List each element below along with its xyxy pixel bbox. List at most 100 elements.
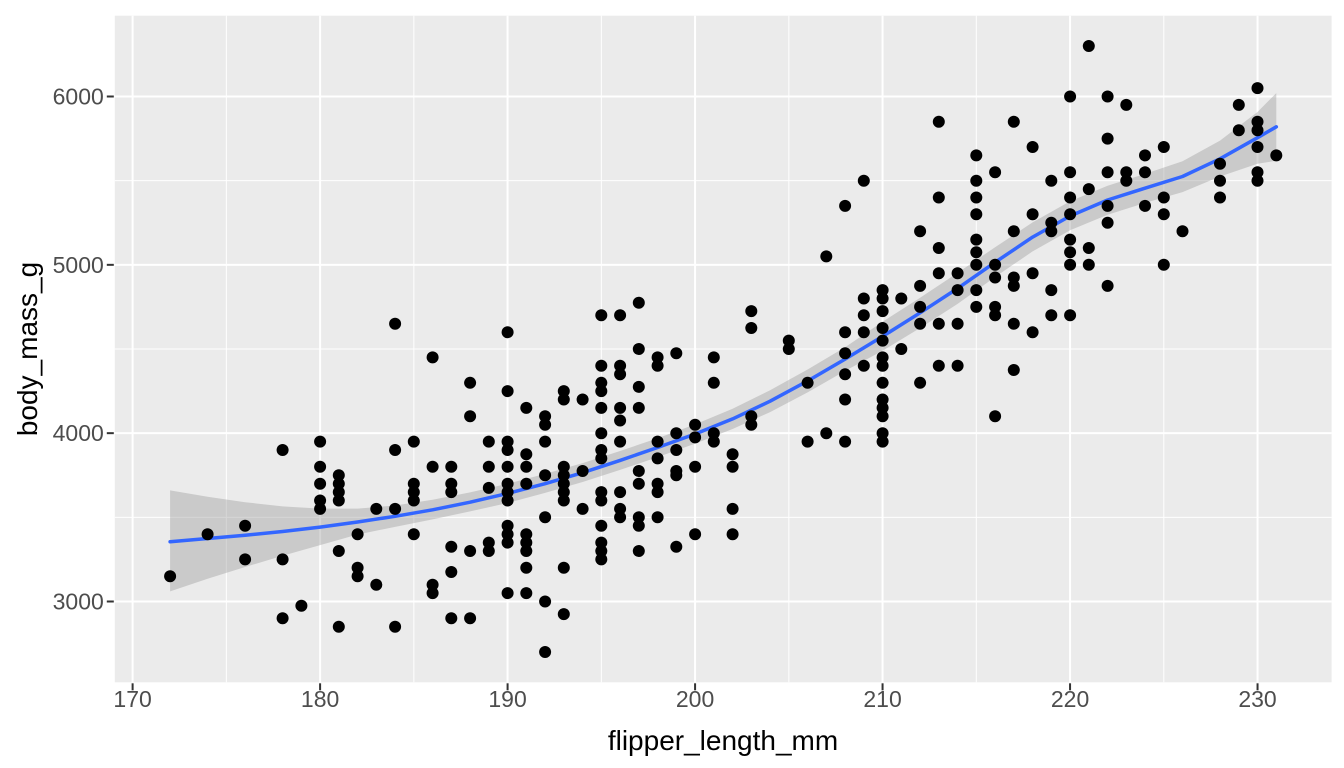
data-point xyxy=(576,393,589,406)
data-point xyxy=(1251,141,1264,153)
data-point xyxy=(1139,199,1151,212)
data-point xyxy=(332,545,345,557)
data-point xyxy=(314,435,327,448)
data-point xyxy=(801,376,814,389)
data-point xyxy=(1064,309,1077,322)
data-point xyxy=(595,494,608,507)
data-point xyxy=(520,448,533,461)
data-point xyxy=(557,469,570,482)
data-point xyxy=(1007,271,1020,284)
data-point xyxy=(1064,233,1077,246)
data-point xyxy=(351,561,364,574)
data-point xyxy=(876,376,889,389)
data-point xyxy=(1251,124,1264,137)
data-point xyxy=(595,385,608,398)
data-point xyxy=(314,502,327,515)
data-point xyxy=(1251,115,1264,128)
data-point xyxy=(839,326,852,339)
data-point xyxy=(276,612,289,625)
data-point xyxy=(557,608,570,621)
data-point xyxy=(370,502,383,515)
data-point xyxy=(539,511,552,524)
data-point xyxy=(876,351,889,364)
data-point xyxy=(1251,82,1264,95)
data-point xyxy=(595,452,608,465)
data-point xyxy=(839,199,852,212)
data-point xyxy=(782,334,795,347)
data-point xyxy=(726,460,739,473)
data-point xyxy=(332,469,345,482)
data-point xyxy=(201,528,214,541)
data-point xyxy=(501,587,514,600)
data-point xyxy=(1157,141,1170,153)
data-point xyxy=(407,435,420,448)
data-point xyxy=(1120,166,1133,179)
data-point xyxy=(1270,149,1283,162)
data-point xyxy=(614,401,627,414)
data-point xyxy=(539,646,552,658)
data-point xyxy=(482,545,495,557)
data-point xyxy=(1064,208,1077,221)
data-point xyxy=(857,359,870,372)
data-point xyxy=(1139,149,1151,162)
data-point xyxy=(576,502,589,515)
data-point xyxy=(407,477,420,490)
data-point xyxy=(426,351,439,364)
data-point xyxy=(914,225,927,238)
data-point xyxy=(520,528,533,541)
data-point xyxy=(614,502,627,515)
data-point xyxy=(1064,246,1077,259)
data-point xyxy=(332,494,345,507)
data-point xyxy=(595,486,608,499)
data-point xyxy=(651,477,664,490)
data-point xyxy=(426,578,439,591)
data-point xyxy=(670,347,683,360)
data-point xyxy=(857,309,870,322)
data-point xyxy=(1007,225,1020,238)
data-point xyxy=(651,351,664,364)
data-point xyxy=(632,343,645,355)
data-point xyxy=(1101,279,1114,292)
data-point xyxy=(670,540,683,553)
data-point xyxy=(970,284,983,297)
y-axis-title: body_mass_g xyxy=(12,262,43,436)
data-point xyxy=(707,435,720,448)
data-point xyxy=(632,380,645,393)
y-tick-label: 6000 xyxy=(53,84,104,110)
data-point xyxy=(857,326,870,339)
data-point xyxy=(876,410,889,423)
data-point xyxy=(970,174,983,187)
data-point xyxy=(1064,191,1077,204)
data-point xyxy=(539,435,552,448)
data-point xyxy=(239,553,252,566)
data-point xyxy=(539,410,552,423)
data-point xyxy=(1045,309,1058,322)
data-point xyxy=(839,347,852,360)
data-point xyxy=(314,477,327,490)
data-point xyxy=(745,322,758,334)
data-point xyxy=(839,393,852,406)
data-point xyxy=(314,460,327,473)
data-point xyxy=(989,300,1002,313)
data-point xyxy=(670,469,683,482)
data-point xyxy=(1176,225,1189,238)
data-point xyxy=(1082,40,1095,52)
data-point xyxy=(670,427,683,440)
data-point xyxy=(857,292,870,305)
data-point xyxy=(614,309,627,322)
data-point xyxy=(464,545,477,557)
data-point xyxy=(745,418,758,431)
data-point xyxy=(351,528,364,541)
gridlines-major xyxy=(114,15,1332,683)
data-point xyxy=(501,444,514,456)
data-point xyxy=(951,359,964,372)
data-point xyxy=(726,528,739,541)
data-point xyxy=(164,570,177,583)
data-point xyxy=(595,519,608,532)
data-point xyxy=(651,511,664,524)
data-point xyxy=(501,519,514,532)
data-point xyxy=(557,460,570,473)
data-point xyxy=(445,540,458,553)
data-point xyxy=(839,368,852,381)
